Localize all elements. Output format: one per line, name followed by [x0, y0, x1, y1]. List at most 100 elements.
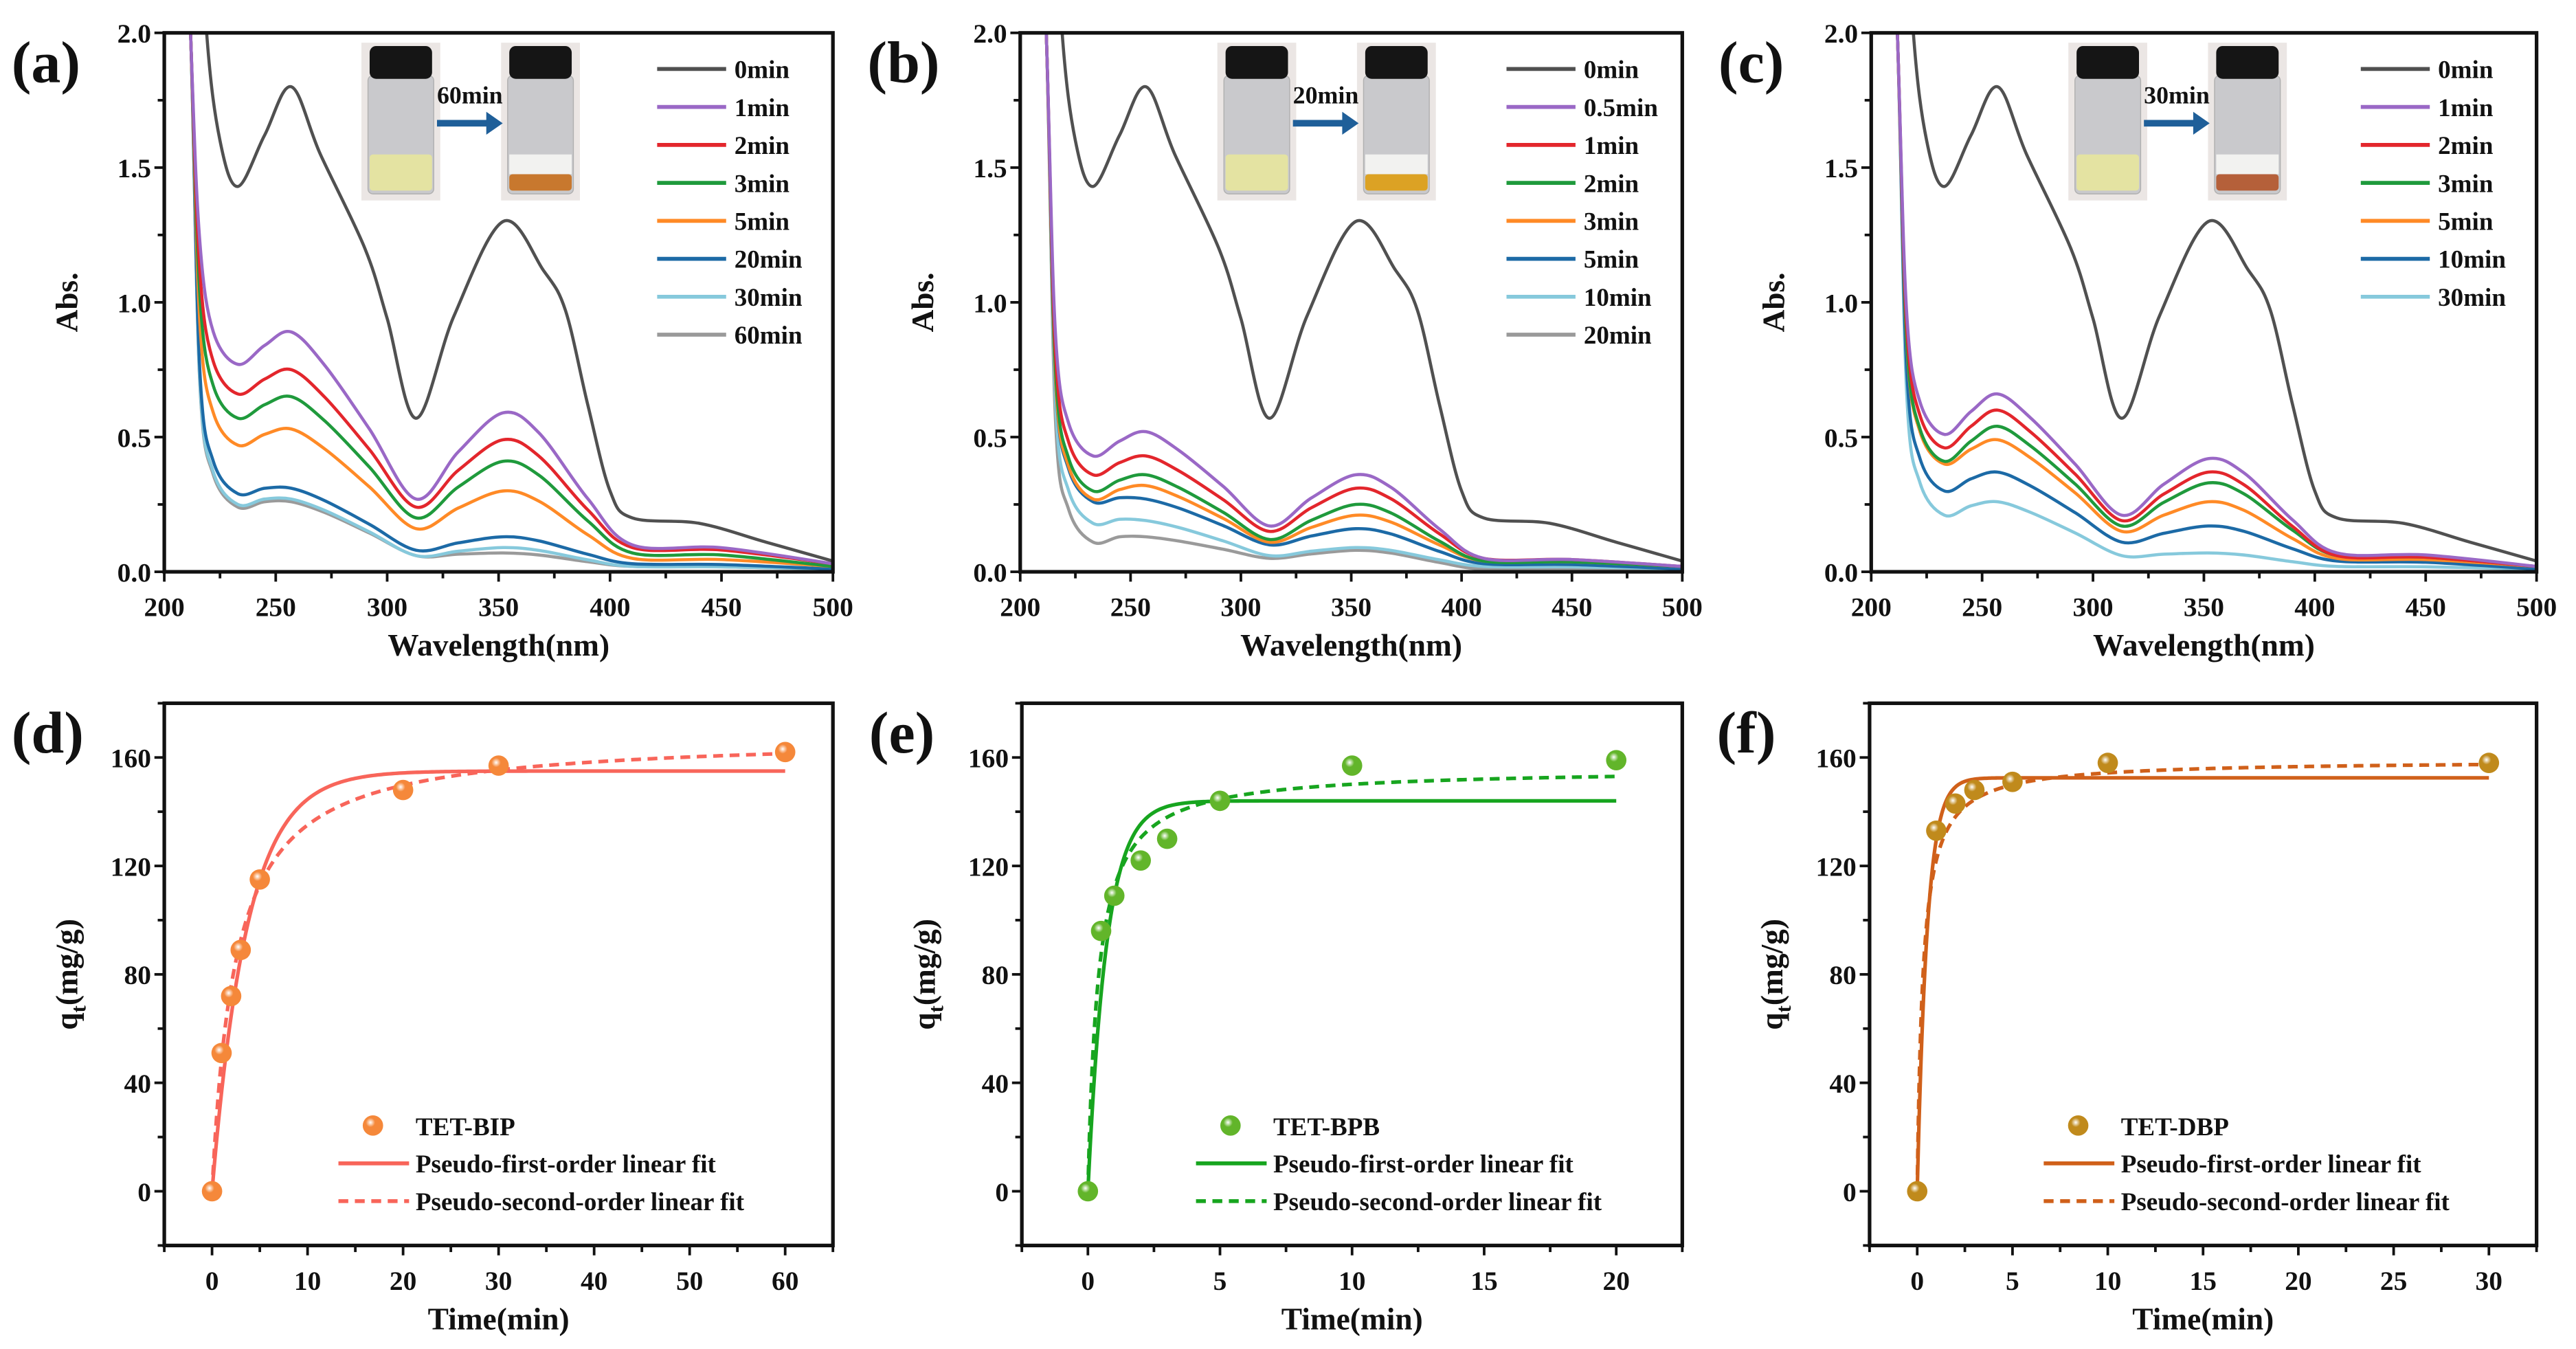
- x-tick-label: 500: [813, 592, 853, 623]
- arrow-head-icon: [486, 111, 503, 135]
- legend-label: 2min: [1584, 170, 1639, 198]
- y-axis-title-subscript: t: [923, 1005, 948, 1012]
- x-axis-title: Time(min): [2132, 1302, 2274, 1336]
- x-tick-label: 20: [390, 1266, 416, 1296]
- legend-label: 20min: [735, 246, 803, 274]
- legend-label: TET-DBP: [2121, 1113, 2229, 1141]
- x-tick-label: 30: [485, 1266, 512, 1296]
- y-axis-title: Abs.: [1757, 272, 1791, 332]
- legend-label: 5min: [735, 208, 790, 236]
- data-point: [2478, 752, 2500, 773]
- data-point: [1606, 750, 1627, 771]
- legend-label: 0min: [2438, 56, 2494, 85]
- inset-vial-photo: 60min: [361, 43, 581, 201]
- y-tick-label: 40: [124, 1069, 151, 1099]
- x-tick-label: 350: [2184, 592, 2224, 623]
- vial-liquid: [369, 154, 432, 191]
- data-point: [1907, 1181, 1928, 1202]
- x-tick-label: 400: [1442, 592, 1482, 623]
- y-axis-title-subscript: t: [66, 1005, 90, 1012]
- y-axis-title-main: q: [907, 1012, 941, 1029]
- legend-label: 0.5min: [1584, 94, 1658, 122]
- y-tick-label: 0.0: [973, 557, 1007, 588]
- x-axis-title: Time(min): [1281, 1302, 1423, 1336]
- y-axis-title: qt(mg/g): [907, 919, 948, 1030]
- legend-label: 10min: [2438, 246, 2506, 274]
- panel-label: (d): [12, 700, 84, 766]
- x-tick-label: 5: [2006, 1266, 2019, 1296]
- legend-label: 1min: [1584, 132, 1639, 160]
- x-tick-label: 5: [1213, 1266, 1227, 1296]
- plot-frame: [1869, 31, 2539, 574]
- inset-vial-photo: 20min: [1217, 43, 1436, 201]
- fit-line-pfo: [1915, 776, 2489, 1192]
- fit-line-pso: [210, 751, 785, 1192]
- y-tick-label: 1.0: [117, 288, 151, 318]
- legend-label: Pseudo-first-order linear fit: [416, 1150, 717, 1179]
- spectrum-line-1min: [1896, 32, 2537, 568]
- x-tick-label: 450: [1552, 592, 1592, 623]
- y-tick-label: 120: [968, 851, 1009, 882]
- y-axis-title: Abs.: [49, 272, 84, 332]
- panel-c: 200 250 300 350 400 450 500 0.0 0.5 1.0 1.5 2.0 Wave…: [1718, 19, 2557, 662]
- vial-cap: [2216, 45, 2279, 79]
- y-axis-title-unit: (mg/g): [49, 919, 84, 1005]
- legend-marker: [362, 1115, 383, 1136]
- data-point: [230, 939, 251, 961]
- legend-label: 2min: [735, 132, 790, 160]
- x-tick-label: 10: [1339, 1266, 1365, 1296]
- plot-frame: [1018, 31, 1684, 574]
- data-point: [2002, 771, 2023, 792]
- y-tick-label: 0.0: [117, 557, 151, 588]
- y-tick-label: 120: [1816, 851, 1857, 882]
- panel-b: 200 250 300 350 400 450 500 0.0 0.5 1.0 1.5 2.0 Wave…: [867, 19, 1702, 662]
- x-tick-label: 200: [1000, 592, 1040, 623]
- x-tick-label: 50: [676, 1266, 703, 1296]
- vial-liquid: [1365, 174, 1428, 191]
- inset-time-label: 30min: [2144, 82, 2210, 109]
- x-tick-label: 200: [144, 592, 185, 623]
- legend-label: 10min: [1584, 284, 1652, 312]
- data-point: [488, 755, 509, 776]
- x-tick-label: 350: [478, 592, 519, 623]
- arrow-head-icon: [2193, 111, 2210, 135]
- data-point: [1209, 790, 1231, 812]
- vial-cap: [1365, 45, 1428, 79]
- y-tick-label: 2.0: [973, 19, 1007, 49]
- y-tick-label: 0.5: [117, 423, 151, 453]
- legend-label: 0min: [735, 56, 790, 85]
- legend-label: 5min: [2438, 208, 2494, 236]
- data-point: [392, 779, 414, 801]
- x-tick-label: 0: [1910, 1266, 1924, 1296]
- x-tick-label: 0: [1081, 1266, 1095, 1296]
- legend-label: 2min: [2438, 132, 2494, 160]
- y-tick-label: 160: [1816, 744, 1857, 774]
- fit-line-pfo: [210, 769, 785, 1192]
- legend-label: 1min: [2438, 94, 2494, 122]
- panel-e: 0 5 10 15 20 0 40 80 120 160 Time(min) qt(mg/g) (e) T…: [869, 700, 1684, 1336]
- plot-frame: [162, 701, 835, 1247]
- y-tick-label: 2.0: [117, 19, 151, 49]
- legend-label: 60min: [735, 322, 803, 350]
- legend-label: Pseudo-second-order linear fit: [416, 1188, 745, 1216]
- legend-marker: [2068, 1115, 2089, 1136]
- x-tick-label: 400: [2294, 592, 2335, 623]
- x-tick-label: 30: [2476, 1266, 2502, 1296]
- spectrum-line-1min: [189, 32, 833, 566]
- y-axis-title: Abs.: [906, 272, 940, 332]
- data-point: [1341, 755, 1363, 776]
- x-tick-label: 10: [2094, 1266, 2121, 1296]
- legend-marker: [1220, 1115, 1241, 1136]
- data-point: [774, 742, 796, 763]
- data-point: [211, 1043, 232, 1064]
- legend-label: Pseudo-second-order linear fit: [1273, 1188, 1602, 1216]
- data-point: [221, 985, 242, 1007]
- x-tick-label: 10: [294, 1266, 321, 1296]
- x-tick-label: 40: [581, 1266, 607, 1296]
- x-tick-label: 250: [1110, 592, 1151, 623]
- legend-label: 3min: [1584, 208, 1639, 236]
- panel-d: 0 10 20 30 40 50 60 0 40 80 120 160 Time(min) qt(mg/g…: [12, 700, 835, 1336]
- y-tick-label: 1.0: [1824, 288, 1858, 318]
- y-tick-label: 2.0: [1824, 19, 1858, 49]
- y-tick-label: 80: [124, 960, 151, 990]
